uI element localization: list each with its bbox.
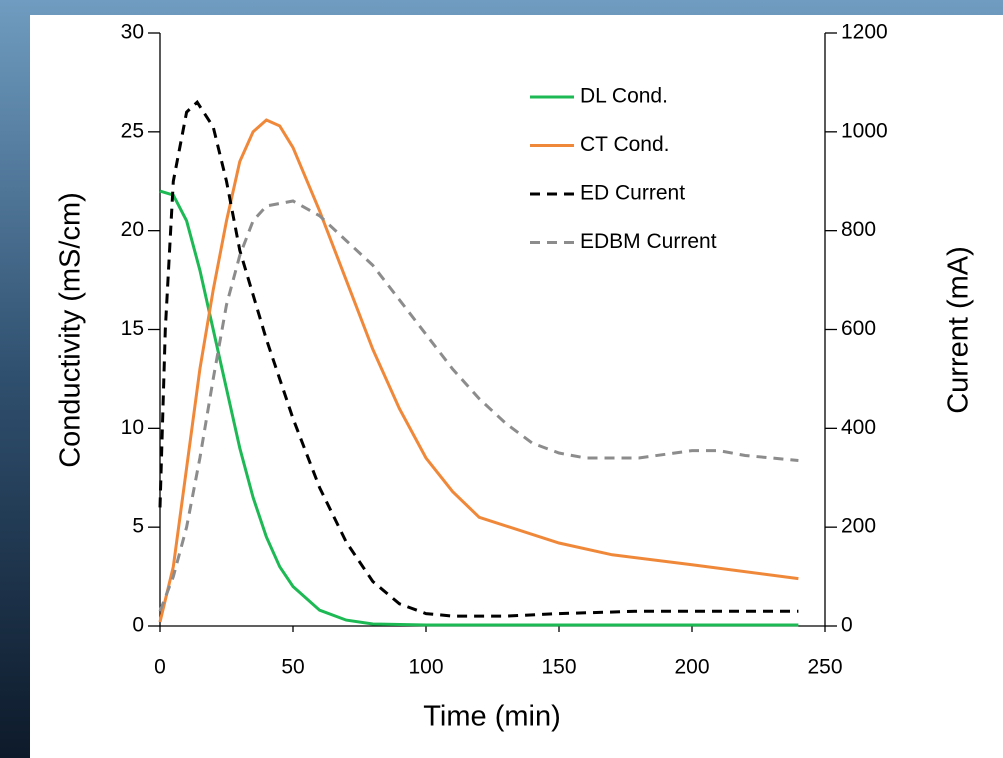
y-tick-label: 20 [121,218,144,241]
y-tick-label: 10 [121,416,144,439]
y-tick-label: 30 [121,21,144,44]
plot-panel [30,15,1003,758]
x-tick-label: 0 [154,656,166,679]
y2-tick-label: 600 [841,317,876,340]
legend-label: ED Current [580,182,685,205]
y-tick-label: 5 [132,515,144,538]
y2-tick-label: 1000 [841,119,888,142]
y2-tick-label: 1200 [841,21,888,44]
y2-tick-label: 400 [841,416,876,439]
series-line [158,99,799,618]
series-line [158,199,799,612]
x-tick-label: 50 [281,656,304,679]
series-line [158,118,799,623]
y-tick-label: 25 [121,119,144,142]
series-line [159,189,799,627]
y-tick-label: 15 [121,317,144,340]
x-axis-title: Time (min) [423,701,560,733]
legend-label: EDBM Current [580,230,717,253]
y2-tick-label: 800 [841,218,876,241]
x-tick-label: 100 [408,656,443,679]
x-tick-label: 250 [807,656,842,679]
y2-tick-label: 200 [841,515,876,538]
y-tick-label: 0 [132,614,144,637]
y2-axis-title: Current (mA) [943,246,975,414]
legend-label: DL Cond. [580,85,668,108]
legend-label: CT Cond. [580,133,670,156]
x-tick-label: 150 [541,656,576,679]
y-axis-title: Conductivity (mS/cm) [55,192,87,468]
x-tick-label: 200 [674,656,709,679]
y2-tick-label: 0 [841,614,853,637]
